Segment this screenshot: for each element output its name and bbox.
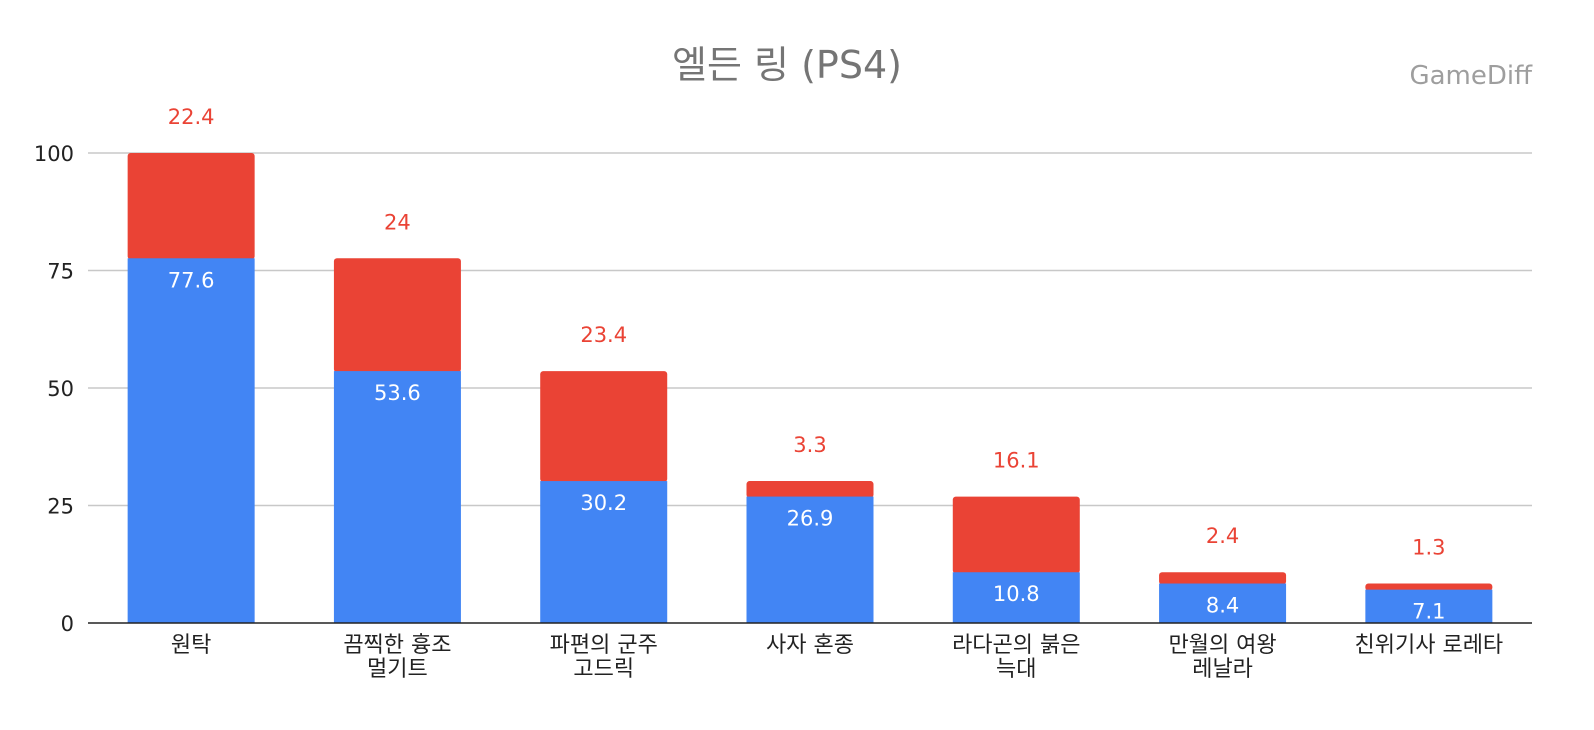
x-category-label: 고드릭 — [573, 657, 634, 682]
bar-segment-bottom — [1365, 589, 1493, 623]
bar-segment-bottom — [746, 496, 874, 623]
data-label-bottom: 77.6 — [168, 268, 215, 292]
y-tick-label: 50 — [47, 377, 74, 401]
data-label-top: 24 — [384, 210, 411, 234]
data-label-top: 23.4 — [580, 323, 627, 347]
data-label-bottom: 8.4 — [1206, 594, 1239, 618]
chart-title: 엘든 링 (PS4) — [672, 43, 902, 87]
bar-segment-bottom — [333, 371, 461, 623]
y-tick-label: 100 — [34, 142, 74, 166]
bar-segment-top — [746, 481, 874, 498]
bar-segment-top — [1159, 572, 1287, 585]
x-category-label: 레날라 — [1192, 657, 1253, 682]
x-category-label: 만월의 여왕 — [1168, 633, 1276, 658]
data-label-bottom: 53.6 — [374, 381, 421, 405]
x-category-label: 끔찍한 흉조 — [343, 633, 451, 658]
bar-segment-bottom — [540, 481, 668, 623]
bar-segment-bottom — [127, 258, 255, 623]
x-category-label: 친위기사 로레타 — [1355, 633, 1504, 658]
data-label-bottom: 26.9 — [787, 507, 834, 531]
data-label-top: 22.4 — [168, 105, 215, 129]
y-tick-label: 0 — [61, 612, 74, 636]
y-axis: 0 25 50 75 100 — [34, 142, 74, 636]
data-labels: 77.6 22.4 53.6 24 30.2 23.4 26.9 3.3 10.8 16.1 8.4… — [168, 105, 1446, 624]
bar-segment-bottom — [1159, 583, 1287, 623]
y-tick-label: 75 — [47, 260, 74, 284]
x-category-label: 라다곤의 붉은 — [952, 633, 1080, 658]
data-label-bottom: 7.1 — [1412, 600, 1445, 624]
data-label-top: 3.3 — [793, 433, 826, 457]
x-category-label: 파편의 군주 — [550, 633, 658, 658]
bar-segment-bottom — [952, 572, 1080, 623]
bar-segment-top — [127, 153, 255, 260]
data-label-top: 2.4 — [1206, 524, 1239, 548]
bar-segment-top — [333, 258, 461, 373]
y-tick-label: 25 — [47, 495, 74, 519]
watermark-text: GameDiff — [1409, 61, 1533, 91]
x-category-label: 멀기트 — [367, 657, 428, 682]
x-category-label: 원탁 — [171, 633, 211, 658]
data-label-top: 16.1 — [993, 449, 1040, 473]
bar-segment-top — [952, 496, 1080, 574]
x-category-label: 사자 혼종 — [766, 633, 854, 658]
x-category-label: 늑대 — [996, 657, 1036, 682]
bar-segment-top — [540, 371, 668, 483]
data-label-top: 1.3 — [1412, 536, 1445, 560]
data-label-bottom: 10.8 — [993, 582, 1040, 606]
bar-segment-top — [1365, 583, 1493, 591]
bars — [127, 153, 1493, 623]
data-label-bottom: 30.2 — [580, 491, 627, 515]
